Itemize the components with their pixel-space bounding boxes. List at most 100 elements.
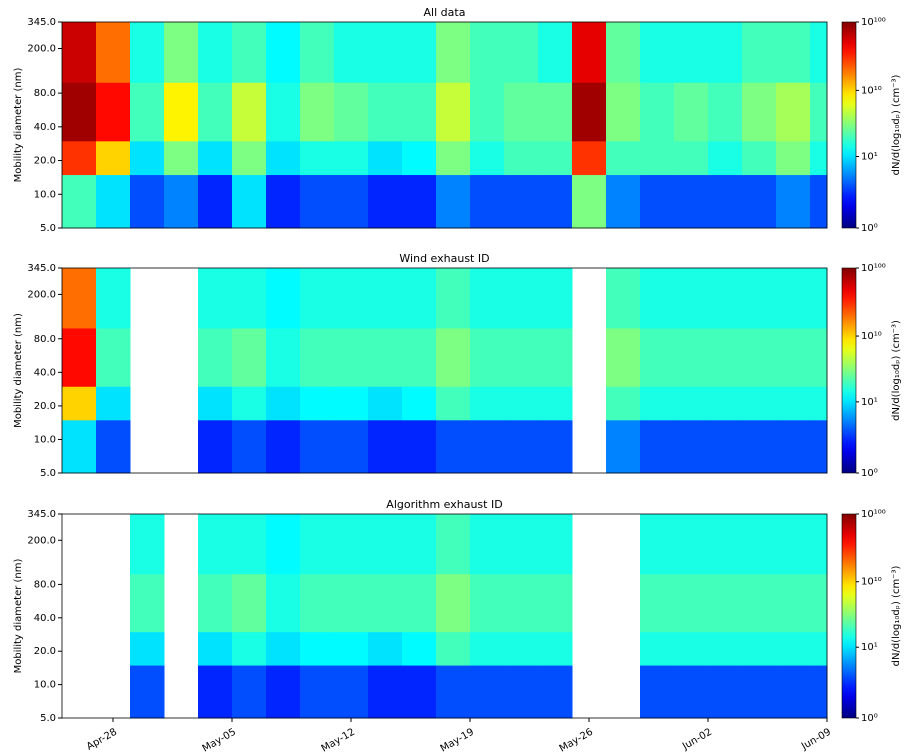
heatmap-cell	[130, 82, 165, 142]
colorbar-tick-label: 10¹	[861, 152, 878, 163]
heatmap-cell	[96, 174, 131, 229]
colorbar-label: dN/d(log₁₀dₚ) (cm⁻³)	[891, 566, 902, 667]
heatmap-cell	[436, 140, 471, 176]
plot-frame	[61, 21, 828, 229]
heatmap-cell	[436, 174, 471, 229]
heatmap-cell	[538, 268, 573, 329]
heatmap-cell	[402, 419, 437, 474]
colorbar-tick-label: 10¹⁰	[861, 331, 882, 342]
heatmap-cell	[504, 174, 539, 229]
y-tick-label: 20.0	[34, 401, 56, 412]
heatmap-cell	[62, 140, 97, 176]
heatmap-cell	[810, 419, 828, 474]
y-tick-label: 80.0	[34, 579, 56, 590]
heatmap-cell	[742, 174, 777, 229]
heatmap-cell	[470, 665, 505, 719]
heatmap-cell	[198, 631, 233, 666]
heatmap-cell	[538, 386, 573, 421]
heatmap-cell	[640, 573, 675, 633]
heatmap-cell	[572, 174, 607, 229]
panel-title: All data	[424, 6, 466, 19]
heatmap-cell	[402, 140, 437, 176]
heatmap-cell	[300, 386, 335, 421]
heatmap-cell	[232, 386, 267, 421]
colorbar-label: dN/d(log₁₀dₚ) (cm⁻³)	[891, 320, 902, 421]
heatmap-cell	[232, 140, 267, 176]
y-axis-label: Mobility diameter (nm)	[13, 558, 24, 673]
heatmap-cell	[674, 514, 709, 575]
colorbar-tick-label: 10¹⁰	[861, 85, 882, 96]
heatmap-cell	[130, 631, 165, 666]
heatmap-cell	[62, 268, 97, 329]
heatmap-cell	[776, 631, 811, 666]
heatmap-cell	[266, 386, 301, 421]
heatmap-cell	[640, 514, 675, 575]
heatmap-cell	[708, 386, 743, 421]
heatmap-cell	[810, 22, 828, 83]
heatmap-cell	[334, 514, 369, 575]
heatmap-cell	[470, 631, 505, 666]
heatmap-cell	[640, 174, 675, 229]
heatmap-cell	[674, 327, 709, 387]
heatmap-cell	[402, 631, 437, 666]
heatmap-cell	[402, 514, 437, 575]
colorbar-tick-label: 10⁰	[861, 713, 878, 724]
heatmap-cell	[640, 631, 675, 666]
heatmap-cell	[436, 419, 471, 474]
heatmap-cell	[334, 82, 369, 142]
heatmap-cell	[776, 419, 811, 474]
heatmap-cell	[130, 514, 165, 575]
heatmap-cell	[538, 22, 573, 83]
heatmap-cell	[606, 82, 641, 142]
heatmap-cell	[776, 386, 811, 421]
heatmap-cell	[810, 386, 828, 421]
heatmap-cell	[300, 174, 335, 229]
heatmap-cell	[232, 22, 267, 83]
heatmap-cell	[538, 140, 573, 176]
heatmap-cell	[402, 386, 437, 421]
heatmap-cell	[640, 268, 675, 329]
heatmap-cell	[334, 174, 369, 229]
y-tick-label: 10.0	[34, 189, 56, 200]
heatmap-cell	[96, 140, 131, 176]
heatmap-cell	[402, 22, 437, 83]
heatmap-cell	[266, 514, 301, 575]
heatmap-cell	[708, 419, 743, 474]
heatmap-cell	[232, 419, 267, 474]
y-tick-label: 345.0	[27, 509, 56, 520]
heatmap-cell	[300, 268, 335, 329]
heatmap-cell	[198, 419, 233, 474]
heatmap-cell	[504, 386, 539, 421]
heatmap-cell	[232, 631, 267, 666]
heatmap-cell	[606, 22, 641, 83]
heatmap-cell	[810, 268, 828, 329]
heatmap-cell	[674, 573, 709, 633]
colorbar	[841, 21, 857, 229]
heatmap-cell	[334, 631, 369, 666]
heatmap-cell	[674, 82, 709, 142]
heatmap-cell	[470, 22, 505, 83]
heatmap-cell	[436, 386, 471, 421]
colorbar-tick-label: 10¹⁰	[861, 577, 882, 588]
heatmap-cell	[572, 140, 607, 176]
heatmap-cell	[470, 514, 505, 575]
heatmap-cell	[776, 268, 811, 329]
heatmap-cell	[640, 419, 675, 474]
heatmap-cell	[266, 665, 301, 719]
heatmap-cell	[436, 631, 471, 666]
heatmap-cell	[708, 174, 743, 229]
heatmap-cell	[776, 82, 811, 142]
heatmap-cell	[130, 573, 165, 633]
heatmap-cell	[198, 386, 233, 421]
y-tick-label: 200.0	[27, 289, 56, 300]
heatmap-cell	[62, 327, 97, 387]
heatmap-cell	[538, 82, 573, 142]
heatmap-cell	[198, 573, 233, 633]
heatmap-cell	[402, 327, 437, 387]
heatmap-cell	[640, 22, 675, 83]
y-tick-label: 80.0	[34, 88, 56, 99]
y-tick-label: 5.0	[40, 713, 56, 724]
heatmap-cell	[470, 140, 505, 176]
panel-title: Wind exhaust ID	[399, 252, 489, 265]
heatmap-cell	[470, 386, 505, 421]
